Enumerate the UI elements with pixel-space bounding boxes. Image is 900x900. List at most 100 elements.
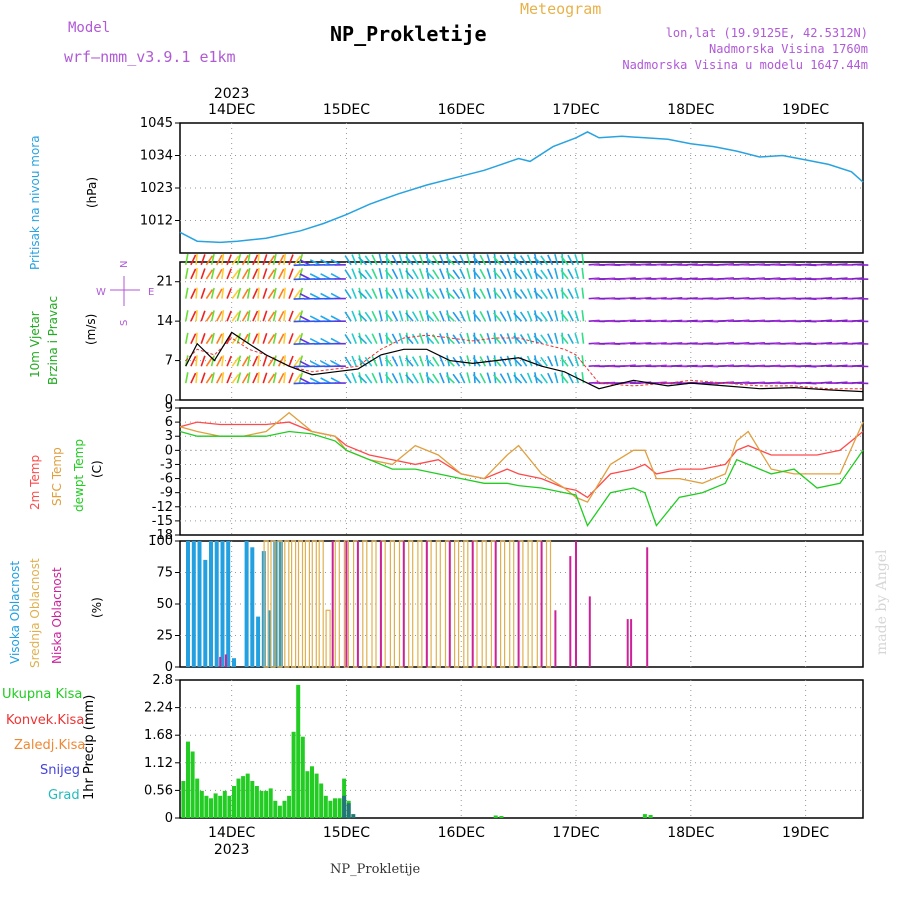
wind-vector <box>432 373 440 384</box>
wind-vector <box>272 372 277 384</box>
wind-vector <box>190 355 197 367</box>
wind-vector <box>547 254 554 266</box>
wind-vector <box>231 269 240 280</box>
wind-vector <box>567 254 574 266</box>
wind-vector <box>231 289 240 300</box>
wind-vector <box>384 312 393 322</box>
wind-vector <box>351 333 357 344</box>
wind-vector <box>371 288 378 299</box>
wind-vector <box>385 287 388 299</box>
wind-vector <box>216 333 223 345</box>
wind-vector <box>519 373 528 384</box>
wind-vector <box>425 335 435 345</box>
wind-vector <box>252 288 259 299</box>
temp-series-0 <box>179 421 864 499</box>
page-title: NP_Prokletije <box>330 22 487 46</box>
cloud-bar-low <box>630 619 633 667</box>
wind-vector <box>432 311 440 322</box>
wind-vector <box>241 268 249 280</box>
wind-vector <box>472 334 481 345</box>
cloud-bar-low <box>575 541 577 667</box>
wind-vector <box>391 268 399 280</box>
wind-vector <box>344 288 352 300</box>
wind-vector <box>499 311 507 322</box>
wind-vector <box>533 290 543 300</box>
wind-vector <box>459 268 466 280</box>
cloud-bar-mid <box>325 609 331 668</box>
cloud-bar-mid <box>463 540 469 668</box>
wind-vector <box>432 255 440 266</box>
wind-vector <box>293 342 305 345</box>
wind-vector <box>344 333 352 345</box>
precip-bar-rain <box>291 731 296 819</box>
wind-vector <box>226 355 232 367</box>
wind-vector <box>547 372 554 384</box>
wind-vector <box>216 356 223 367</box>
temperature-ytick-label: -15 <box>152 514 173 529</box>
coords-label: lon,lat (19.9125E, 42.5312N) <box>665 26 868 40</box>
wind-vector <box>309 377 321 384</box>
wind-vector <box>519 269 528 280</box>
wind-vector <box>364 373 373 384</box>
wind-vector <box>398 332 404 344</box>
wind-vector <box>533 335 543 345</box>
wind-vector <box>293 373 302 384</box>
wind-vector <box>378 268 383 280</box>
precip-bar-rain <box>323 795 328 818</box>
wind-vector <box>221 332 225 344</box>
wind-vector <box>184 287 189 299</box>
wind-vector <box>526 355 533 367</box>
x-tick-label-bottom: 17DEC <box>552 825 599 841</box>
wind-vector <box>452 289 461 300</box>
wind-vector <box>492 312 502 322</box>
wind-vector <box>506 355 512 367</box>
wind-vector <box>561 287 564 299</box>
temperature-ytick-label: -9 <box>160 486 173 501</box>
wind-vector <box>418 333 425 344</box>
wind-vector <box>288 310 294 322</box>
wind-speed-line <box>185 331 864 393</box>
wind-vector <box>452 311 461 322</box>
wind-vector <box>439 355 445 367</box>
wind-vector <box>466 372 471 384</box>
wind-vector <box>205 311 214 322</box>
cloud-bar-high <box>191 541 196 667</box>
cloud-bar-high <box>214 541 219 667</box>
wind-vector <box>299 338 311 345</box>
wind-vector <box>561 253 564 265</box>
wind-vector <box>205 334 214 345</box>
wind-vector <box>506 288 512 299</box>
precip-bar-rain <box>222 790 227 818</box>
precip-bar-rain <box>314 773 319 818</box>
wind-vector <box>371 268 378 280</box>
wind-vector <box>540 334 548 345</box>
wind-vector <box>499 268 507 280</box>
wind-vector <box>459 310 466 322</box>
wind-vector <box>411 268 419 280</box>
wind-vector <box>492 289 502 300</box>
precip-ytick-label: 0 <box>165 811 173 826</box>
precip-bar-rain <box>305 771 310 818</box>
cloud-bar-mid <box>291 540 297 668</box>
wind-vector <box>385 310 388 322</box>
cloud-bar-mid <box>417 540 423 668</box>
wind-vector <box>236 355 242 367</box>
wind-vector <box>472 312 481 322</box>
wind-vector <box>506 254 512 266</box>
cloud-bar-low <box>646 547 649 667</box>
wind-vector <box>486 254 492 266</box>
wind-vector <box>351 310 357 322</box>
wind-vector <box>411 288 419 300</box>
wind-vector <box>560 373 569 384</box>
wind-vector <box>236 287 242 299</box>
wind-vector <box>547 268 554 280</box>
wind-vector <box>561 310 564 322</box>
wind-vector <box>262 287 268 299</box>
altitude-label: Nadmorska Visina 1760m <box>709 42 868 56</box>
wind-vector <box>330 315 342 322</box>
wind-vector <box>384 374 393 384</box>
wind-vector <box>560 312 569 322</box>
precip-bar-rain <box>254 786 259 818</box>
precip-bar-rain <box>227 795 232 818</box>
wind-vector <box>262 372 268 384</box>
